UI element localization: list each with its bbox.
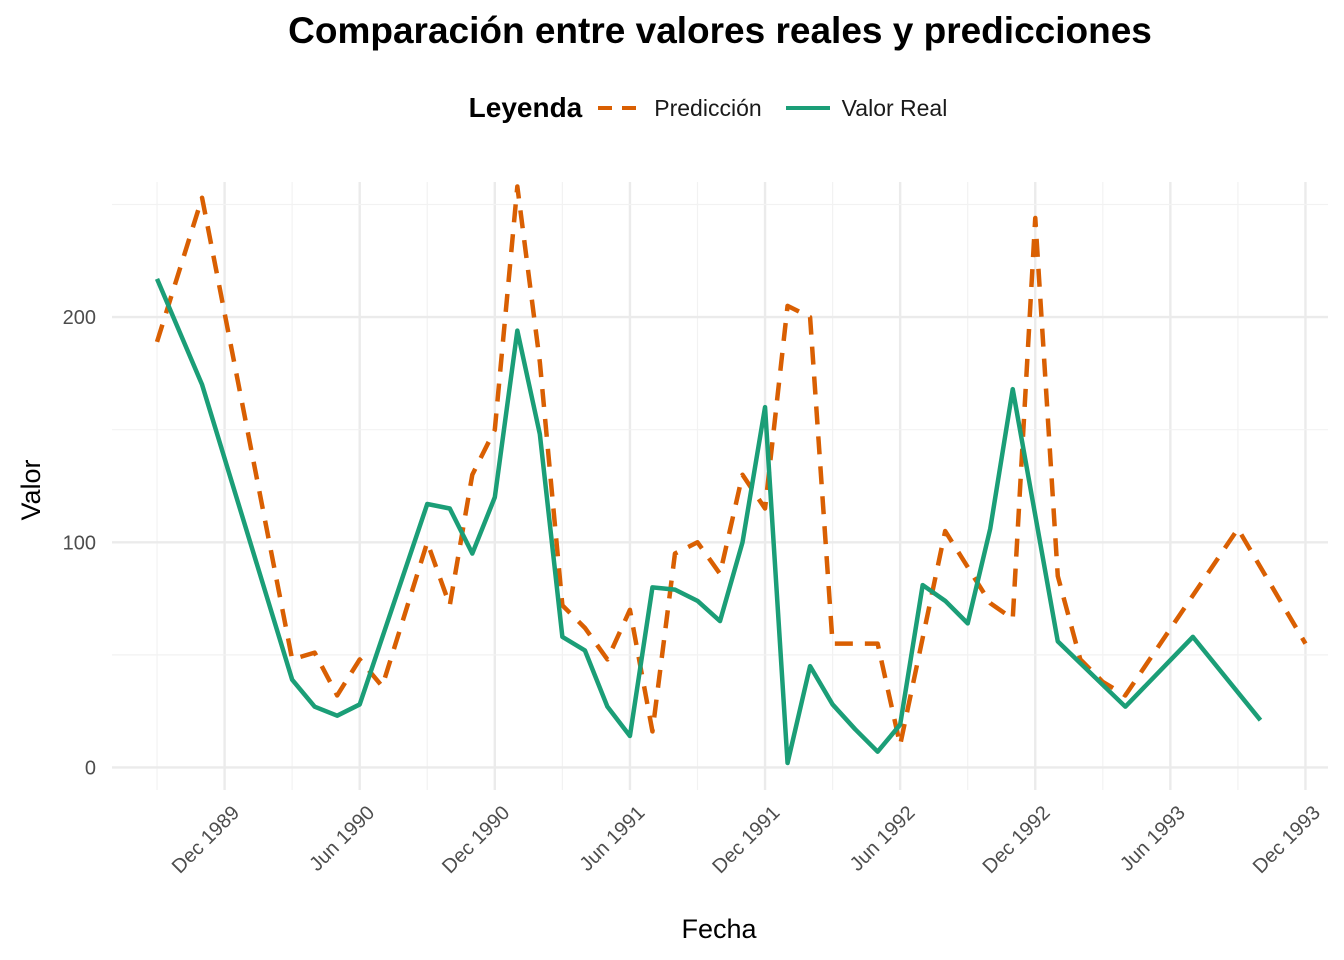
y-tick-label: 200 <box>63 307 96 329</box>
chart-title: Comparación entre valores reales y predi… <box>288 10 1152 51</box>
x-axis-title: Fecha <box>681 914 757 944</box>
x-tick-label: Dec 1989 <box>168 802 244 878</box>
y-tick-label: 0 <box>85 757 96 779</box>
x-tick-label: Jun 1990 <box>305 802 379 876</box>
x-tick-label: Jun 1992 <box>846 802 920 876</box>
legend-key-valor-real <box>785 106 830 110</box>
gridlines <box>112 182 1328 790</box>
legend: Leyenda Predicción Valor Real <box>0 92 1344 124</box>
legend-label-prediccion: Predicción <box>654 94 762 121</box>
x-tick-label: Jun 1993 <box>1116 802 1190 876</box>
x-tick-label: Dec 1991 <box>708 802 784 878</box>
x-tick-label: Dec 1992 <box>979 802 1055 878</box>
series-line-prediccion <box>154 184 1308 748</box>
y-axis-title: Valor <box>16 459 46 520</box>
legend-item-valor-real: Valor Real <box>784 92 948 124</box>
x-tick-label: Dec 1993 <box>1249 802 1325 878</box>
legend-title: Leyenda <box>468 92 583 123</box>
series-layer <box>154 184 1308 766</box>
series-line-valor-real <box>154 277 1263 766</box>
x-tick-labels: Dec 1989 Jun 1990 Dec 1990 Jun 1991 Dec 1991… <box>168 802 1325 878</box>
x-tick-label: Jun 1991 <box>576 802 650 876</box>
legend-key-prediccion <box>598 106 643 110</box>
y-tick-labels: 0 100 200 <box>63 307 96 779</box>
x-tick-label: Dec 1990 <box>438 802 514 878</box>
y-tick-label: 100 <box>63 532 96 554</box>
legend-label-valor-real: Valor Real <box>841 94 948 121</box>
legend-item-prediccion: Predicción <box>596 92 762 124</box>
